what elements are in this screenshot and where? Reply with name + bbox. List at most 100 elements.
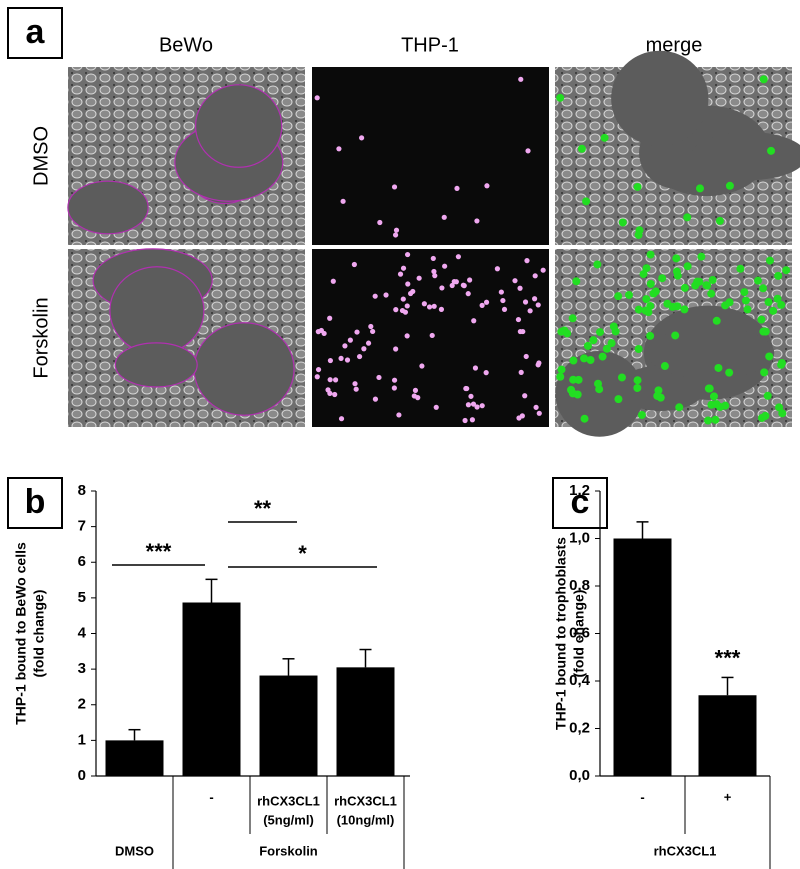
cell-dot	[359, 135, 365, 141]
significance-label: **	[254, 496, 272, 521]
y-tick-label: 0,4	[569, 672, 591, 689]
cell-dot	[586, 355, 595, 364]
cell-dot	[671, 331, 680, 340]
cell-dot	[396, 412, 402, 418]
cell-dot	[761, 327, 770, 336]
cell-dot	[569, 375, 578, 384]
cell-dot	[392, 232, 399, 238]
cell-dot	[356, 353, 363, 360]
cell-dot	[330, 278, 336, 284]
cell-dot	[479, 302, 485, 308]
cell-dot	[759, 284, 768, 293]
cell-dot	[580, 414, 589, 423]
significance-label: ***	[715, 645, 741, 670]
cell-dot	[774, 271, 783, 280]
cell-dot	[391, 377, 398, 383]
cell-dot	[765, 256, 774, 265]
panel-label: b	[25, 483, 46, 521]
group-label: DMSO	[115, 843, 154, 858]
cell-dot	[711, 415, 720, 424]
cell-dot	[461, 283, 467, 289]
cell-dot	[498, 289, 504, 295]
cell-dot	[782, 266, 791, 275]
cell-dot	[759, 75, 768, 84]
cell-dot	[663, 299, 672, 308]
cell-dot	[468, 393, 474, 399]
cell-dot	[365, 340, 372, 346]
significance-label: *	[298, 541, 307, 566]
cell-dot	[332, 391, 338, 398]
cell-dot	[393, 346, 399, 352]
cell-dot	[340, 198, 346, 204]
cell-dot	[633, 376, 642, 385]
x-tick-label: (10ng/ml)	[337, 812, 395, 827]
cell-dot	[416, 275, 422, 281]
gap-region	[109, 266, 205, 355]
cell-dot	[517, 285, 523, 291]
cell-dot	[404, 303, 410, 309]
cell-dot	[556, 93, 565, 102]
y-tick-label: 8	[78, 482, 86, 499]
micrograph	[68, 248, 305, 427]
cell-dot	[465, 402, 472, 408]
cell-dot	[589, 336, 598, 345]
cell-dot	[653, 391, 662, 400]
cell-dot	[716, 403, 725, 412]
cell-dot	[740, 288, 749, 297]
cell-dot	[642, 264, 651, 273]
cell-dot	[593, 260, 602, 269]
cell-dot	[383, 292, 389, 298]
y-axis-label: (fold change)	[31, 590, 47, 678]
cell-dot	[525, 148, 531, 154]
cell-dot	[633, 383, 642, 392]
cell-dot	[777, 358, 786, 367]
cell-dot	[536, 410, 542, 416]
cell-dot	[777, 300, 786, 309]
cell-dot	[400, 265, 407, 271]
cell-dot	[361, 346, 367, 352]
group-label: rhCX3CL1	[654, 843, 717, 858]
cell-dot	[637, 410, 646, 419]
x-tick-label: +	[724, 789, 732, 804]
cell-dot	[596, 328, 605, 337]
cell-dot	[557, 365, 566, 374]
panel-label: a	[26, 13, 46, 51]
cell-dot	[524, 258, 530, 264]
cell-dot	[433, 404, 439, 410]
x-tick-label: -	[640, 789, 644, 804]
bar	[259, 675, 318, 776]
cell-dot	[697, 252, 706, 261]
bar	[613, 538, 672, 776]
micrograph	[555, 249, 792, 437]
cell-dot	[767, 146, 776, 155]
cell-dot	[377, 219, 383, 226]
cell-dot	[464, 385, 470, 392]
cell-dot	[536, 360, 542, 366]
cell-dot	[429, 332, 435, 339]
y-tick-label: 0,2	[569, 719, 590, 736]
cell-dot	[344, 357, 351, 363]
cell-dot	[568, 314, 577, 323]
x-tick-label: -	[209, 789, 213, 804]
y-axis-label: (fold change)	[571, 590, 587, 678]
column-header: BeWo	[159, 34, 213, 56]
cell-dot	[602, 344, 611, 353]
cell-dot	[431, 303, 437, 309]
micrograph	[312, 67, 549, 245]
cell-dot	[725, 368, 734, 377]
cell-dot	[472, 365, 479, 371]
cell-dot	[573, 390, 582, 399]
cell-dot	[583, 341, 592, 350]
cell-dot	[347, 337, 353, 343]
cell-dot	[743, 305, 752, 314]
cell-dot	[484, 183, 490, 189]
cell-dot	[614, 395, 623, 404]
cell-dot	[658, 274, 667, 283]
cell-dot	[769, 306, 778, 315]
cell-dot	[352, 381, 358, 387]
cell-dot	[705, 384, 714, 393]
cell-dot	[522, 299, 529, 305]
cell-dot	[351, 261, 357, 268]
cell-dot	[714, 363, 723, 372]
cell-dot	[411, 393, 417, 399]
